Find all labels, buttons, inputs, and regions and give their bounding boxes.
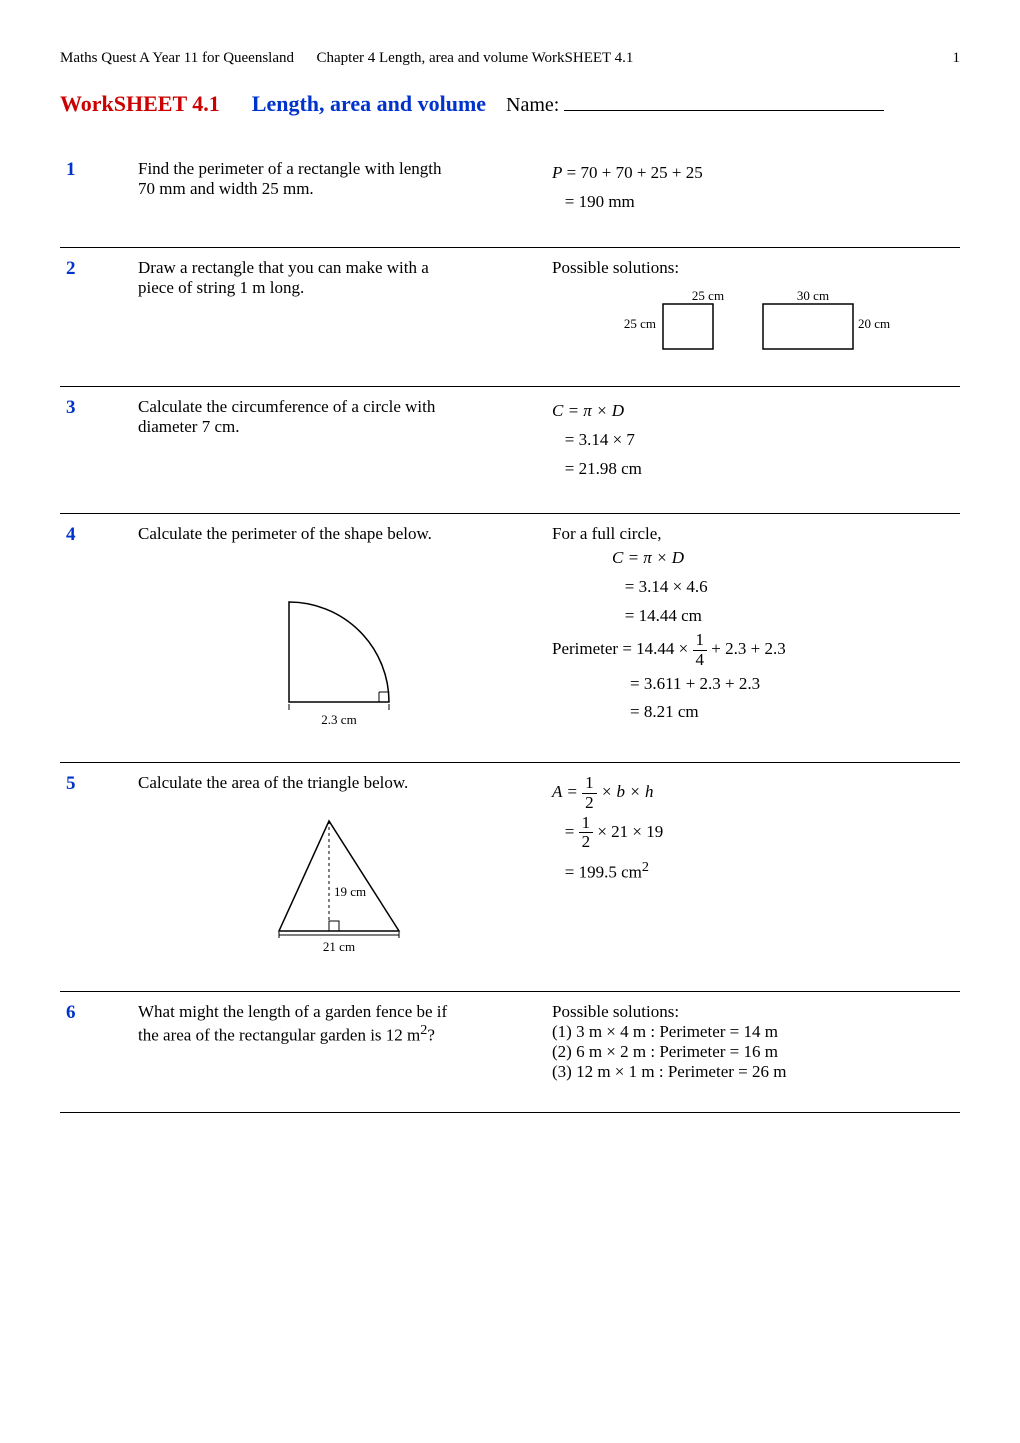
answer-1: P = 70 + 70 + 25 + 25 = 190 mm xyxy=(546,149,960,247)
worksheet-title: WorkSHEET 4.1 Length, area and volume Na… xyxy=(60,91,960,117)
question-number-5: 5 xyxy=(60,763,132,992)
svg-text:2.3 cm: 2.3 cm xyxy=(321,712,356,727)
question-row-3: 3 Calculate the circumference of a circl… xyxy=(60,386,960,514)
question-text-2: Draw a rectangle that you can make with … xyxy=(132,247,546,386)
answer-3: C = π × D = 3.14 × 7 = 21.98 cm xyxy=(546,386,960,514)
title-name-label: Name: xyxy=(506,94,884,117)
question-text-4: Calculate the perimeter of the shape bel… xyxy=(132,514,546,763)
question-number-2: 2 xyxy=(60,247,132,386)
title-worksheet: WorkSHEET 4.1 xyxy=(60,91,220,117)
svg-text:19 cm: 19 cm xyxy=(334,884,366,899)
question-number-3: 3 xyxy=(60,386,132,514)
question-row-6: 6 What might the length of a garden fenc… xyxy=(60,992,960,1113)
question-text-5: Calculate the area of the triangle below… xyxy=(132,763,546,992)
question-row-2: 2 Draw a rectangle that you can make wit… xyxy=(60,247,960,386)
question-row-5: 5 Calculate the area of the triangle bel… xyxy=(60,763,960,992)
svg-text:25 cm: 25 cm xyxy=(624,316,656,331)
svg-text:20 cm: 20 cm xyxy=(858,316,890,331)
title-topic: Length, area and volume xyxy=(252,91,486,117)
answer-5: A = 12 × b × h = 12 × 21 × 19 = 199.5 cm… xyxy=(546,763,960,992)
questions-table: 1 Find the perimeter of a rectangle with… xyxy=(60,149,960,1113)
question-number-1: 1 xyxy=(60,149,132,247)
triangle-diagram: 19 cm 21 cm xyxy=(239,801,439,961)
header-pagenum: 1 xyxy=(953,50,961,67)
answer-6: Possible solutions: (1) 3 m × 4 m : Peri… xyxy=(546,992,960,1113)
question-text-1: Find the perimeter of a rectangle with l… xyxy=(132,149,546,247)
svg-text:25 cm: 25 cm xyxy=(692,288,724,303)
question-row-1: 1 Find the perimeter of a rectangle with… xyxy=(60,149,960,247)
question-number-6: 6 xyxy=(60,992,132,1113)
page-header: Maths Quest A Year 11 for Queensland Cha… xyxy=(60,50,960,67)
question-text-3: Calculate the circumference of a circle … xyxy=(132,386,546,514)
answer-4: For a full circle, C = π × D = 3.14 × 4.… xyxy=(546,514,960,763)
rectangles-diagram: 25 cm 25 cm 30 cm 20 cm xyxy=(603,286,903,356)
quarter-circle-diagram: 2.3 cm xyxy=(239,552,439,732)
answer-2: Possible solutions: 25 cm 25 cm 30 cm 20… xyxy=(546,247,960,386)
question-row-4: 4 Calculate the perimeter of the shape b… xyxy=(60,514,960,763)
svg-text:21 cm: 21 cm xyxy=(323,939,355,954)
question-number-4: 4 xyxy=(60,514,132,763)
svg-text:30 cm: 30 cm xyxy=(797,288,829,303)
header-left: Maths Quest A Year 11 for Queensland Cha… xyxy=(60,50,633,67)
question-text-6: What might the length of a garden fence … xyxy=(132,992,546,1113)
